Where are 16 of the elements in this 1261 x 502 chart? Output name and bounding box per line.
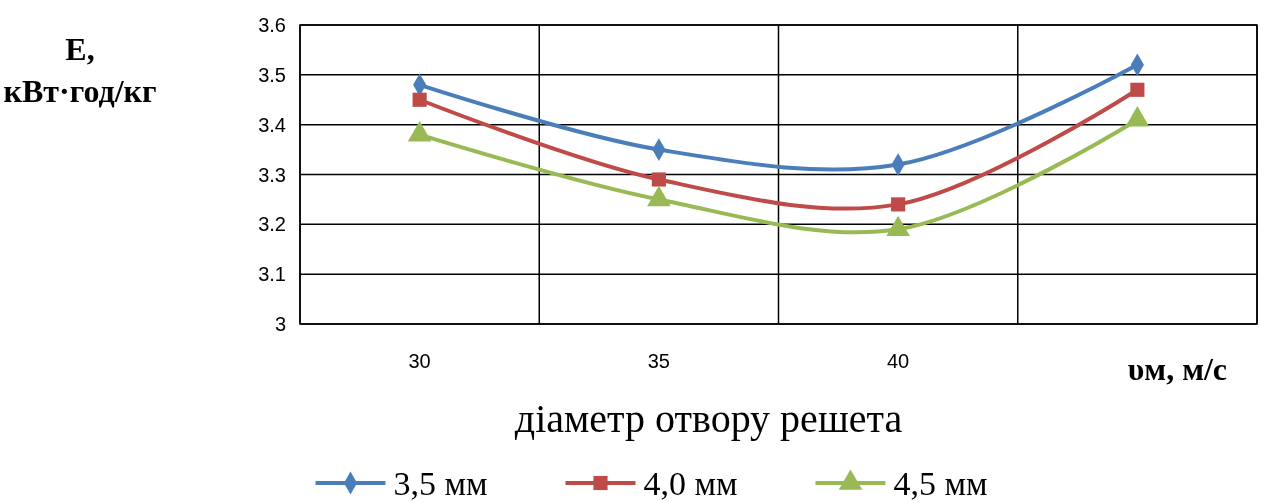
- y-tick-label: 3.5: [258, 63, 286, 86]
- y-tick-label: 3: [274, 313, 286, 335]
- legend-label: 4,5 мм: [893, 464, 988, 502]
- y-axis-title: E, кВт·год/кг: [3, 31, 157, 109]
- legend-label: 3,5 мм: [393, 464, 488, 502]
- x-tick-label: 40: [887, 350, 910, 372]
- y-tick-label: 3.3: [258, 163, 286, 186]
- y-tick-label: 3.2: [258, 213, 286, 236]
- y-tick-label: 3.6: [258, 14, 286, 36]
- legend-label: 4,0 мм: [643, 464, 738, 502]
- y-tick-label: 3.1: [258, 263, 286, 286]
- text: υм, м/с: [1127, 351, 1228, 387]
- x-axis-title: діаметр отвору решета: [514, 396, 903, 441]
- x-tick-label: 35: [647, 350, 670, 372]
- y-tick-label: 3.4: [258, 113, 286, 136]
- x-tick-label: 30: [408, 350, 431, 372]
